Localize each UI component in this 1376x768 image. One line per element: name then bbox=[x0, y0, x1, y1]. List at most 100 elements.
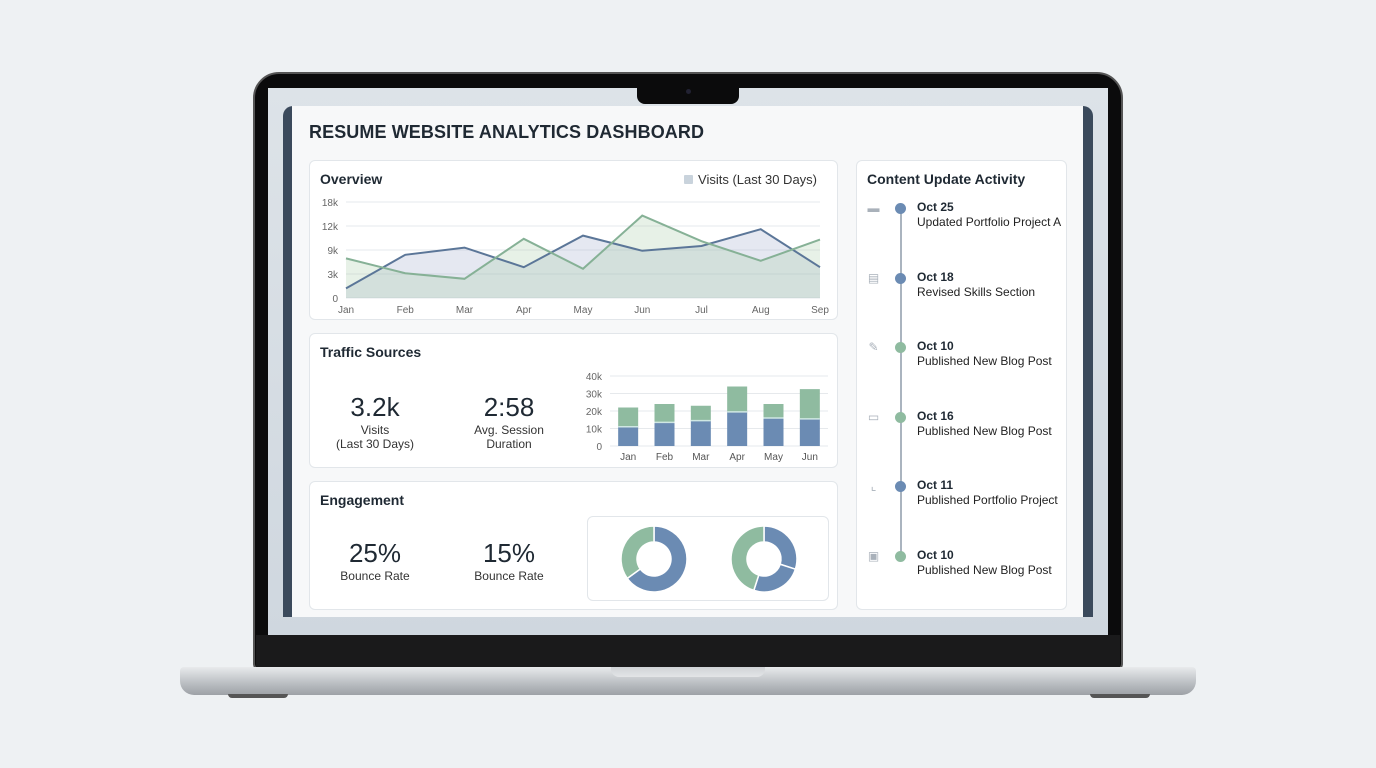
x-tick-label: Apr bbox=[729, 452, 745, 463]
y-tick-label: 3k bbox=[327, 270, 339, 281]
bar-segment bbox=[618, 426, 639, 446]
item-date: Oct 25 bbox=[917, 200, 954, 214]
camera-notch bbox=[637, 86, 739, 104]
timeline-dot bbox=[895, 272, 906, 284]
traffic-title: Traffic Sources bbox=[320, 344, 422, 360]
laptop-foot bbox=[228, 694, 288, 698]
timeline-item[interactable]: ▣ Oct 10 Published New Blog Post bbox=[857, 548, 1067, 588]
x-tick-label: Feb bbox=[397, 305, 415, 316]
overview-legend: Visits (Last 30 Days) bbox=[684, 172, 817, 187]
stat-value: 25% bbox=[348, 538, 402, 568]
stat-label: Bounce Rate bbox=[340, 569, 410, 583]
bar-segment bbox=[618, 407, 639, 427]
timeline-item[interactable]: ⌞ Oct 11 Published Portfolio Project bbox=[857, 478, 1067, 518]
x-tick-label: Feb bbox=[656, 452, 674, 463]
y-tick-label: 40k bbox=[586, 372, 603, 383]
x-tick-label: Jul bbox=[695, 305, 708, 316]
x-tick-label: May bbox=[574, 305, 593, 316]
timeline-dot bbox=[895, 411, 906, 423]
timeline-dot bbox=[895, 203, 906, 214]
stat-value: 2:58 bbox=[483, 392, 535, 422]
item-date: Oct 10 bbox=[917, 547, 954, 562]
x-tick-label: May bbox=[764, 452, 783, 463]
timeline-line bbox=[900, 207, 902, 555]
y-tick-label: 12k bbox=[322, 222, 339, 233]
stat-value: 3.2k bbox=[350, 392, 400, 422]
x-tick-label: Jan bbox=[338, 305, 354, 316]
item-date: Oct 10 bbox=[917, 339, 954, 353]
folder-icon: ▬ bbox=[867, 201, 880, 215]
stat-value: 15% bbox=[482, 538, 536, 568]
engagement-card: Engagement 25% Bounce Rate 15% Bounce Rate bbox=[309, 481, 838, 610]
bar-segment bbox=[654, 404, 675, 423]
laptop-foot bbox=[1090, 694, 1150, 698]
stat-label: Avg. Session bbox=[474, 423, 544, 437]
x-tick-label: Sep bbox=[811, 305, 829, 316]
bar-segment bbox=[654, 422, 675, 446]
activity-card: Content Update Activity ▬ Oct 25 Updated P… bbox=[856, 160, 1067, 610]
legend-label: Visits (Last 30 Days) bbox=[698, 172, 817, 187]
stat-label: Duration bbox=[486, 437, 532, 451]
donut-slice bbox=[620, 525, 655, 580]
timeline-item[interactable]: ▤ Oct 18 Revised Skills Section bbox=[857, 270, 1067, 310]
timeline-item[interactable]: ✎ Oct 10 Published New Blog Post bbox=[857, 339, 1067, 379]
bar-segment bbox=[727, 411, 748, 446]
x-tick-label: Aug bbox=[752, 305, 770, 316]
y-tick-label: 10k bbox=[586, 425, 603, 436]
donut-slice bbox=[730, 525, 765, 592]
session-stat: 2:58 Avg. Session Duration bbox=[444, 392, 574, 451]
x-tick-label: Mar bbox=[456, 305, 474, 316]
activity-title: Content Update Activity bbox=[867, 171, 1026, 187]
donut-charts bbox=[620, 525, 798, 593]
x-tick-label: Mar bbox=[692, 452, 710, 463]
y-tick-label: 0 bbox=[332, 294, 338, 305]
chart-icon: ⌞ bbox=[870, 479, 877, 493]
y-tick-label: 0 bbox=[596, 442, 602, 453]
item-date: Oct 18 bbox=[917, 269, 954, 284]
overview-title: Overview bbox=[320, 171, 383, 187]
bar-segment bbox=[690, 405, 711, 421]
y-tick-label: 20k bbox=[586, 407, 603, 418]
stat-label: Visits bbox=[360, 423, 390, 437]
item-date: Oct 16 bbox=[917, 408, 954, 423]
stat-label: (Last 30 Days) bbox=[335, 437, 415, 451]
overview-card: Overview Visits (Last 30 Days) 0 3k 9k 12k 1… bbox=[309, 160, 838, 320]
bar-segment bbox=[690, 420, 711, 446]
donut-slice bbox=[763, 525, 798, 571]
bar-segment bbox=[763, 404, 784, 418]
series-line bbox=[345, 228, 821, 290]
bar-segment bbox=[799, 389, 820, 419]
y-tick-label: 30k bbox=[586, 390, 603, 401]
timeline-dot bbox=[895, 550, 906, 562]
stat-label: Bounce Rate bbox=[474, 569, 544, 583]
bar-segment bbox=[763, 418, 784, 446]
timeline-dot bbox=[895, 342, 906, 353]
laptop-lip bbox=[611, 667, 765, 677]
item-text: Revised Skills Section bbox=[917, 284, 1036, 299]
laptop-chin bbox=[256, 635, 1120, 667]
overview-chart: 0 3k 9k 12k 18k Jan Feb Mar Apr May Jun Jul Aug Sep bbox=[322, 198, 829, 316]
x-tick-label: Apr bbox=[516, 305, 532, 316]
bounce-rate-stat: 25% Bounce Rate bbox=[310, 538, 440, 583]
traffic-bar-chart: 0 10k 20k 30k 40k Jan Feb Mar Apr May Jun bbox=[586, 372, 828, 463]
timeline-dot bbox=[895, 481, 906, 492]
pencil-icon: ✎ bbox=[868, 340, 879, 354]
legend-swatch bbox=[684, 175, 694, 184]
bar-segment bbox=[799, 418, 820, 446]
item-date: Oct 11 bbox=[917, 478, 954, 492]
donut-slice bbox=[626, 525, 688, 593]
timeline-item[interactable]: ▭ Oct 16 Published New Blog Post bbox=[857, 409, 1067, 449]
clipboard-icon: ▣ bbox=[867, 548, 880, 563]
item-text: Updated Portfolio Project A bbox=[917, 215, 1062, 229]
x-tick-label: Jan bbox=[620, 452, 636, 463]
bounce-rate-stat: 15% Bounce Rate bbox=[444, 538, 574, 583]
y-tick-label: 9k bbox=[327, 246, 339, 257]
item-text: Published New Blog Post bbox=[917, 354, 1052, 368]
y-tick-label: 18k bbox=[322, 198, 339, 209]
series-line bbox=[345, 214, 821, 280]
series-area bbox=[346, 215, 820, 298]
engagement-title: Engagement bbox=[320, 492, 405, 508]
donut-panel bbox=[587, 516, 829, 601]
document-icon: ▤ bbox=[867, 270, 880, 285]
timeline-item[interactable]: ▬ Oct 25 Updated Portfolio Project A bbox=[857, 200, 1067, 240]
